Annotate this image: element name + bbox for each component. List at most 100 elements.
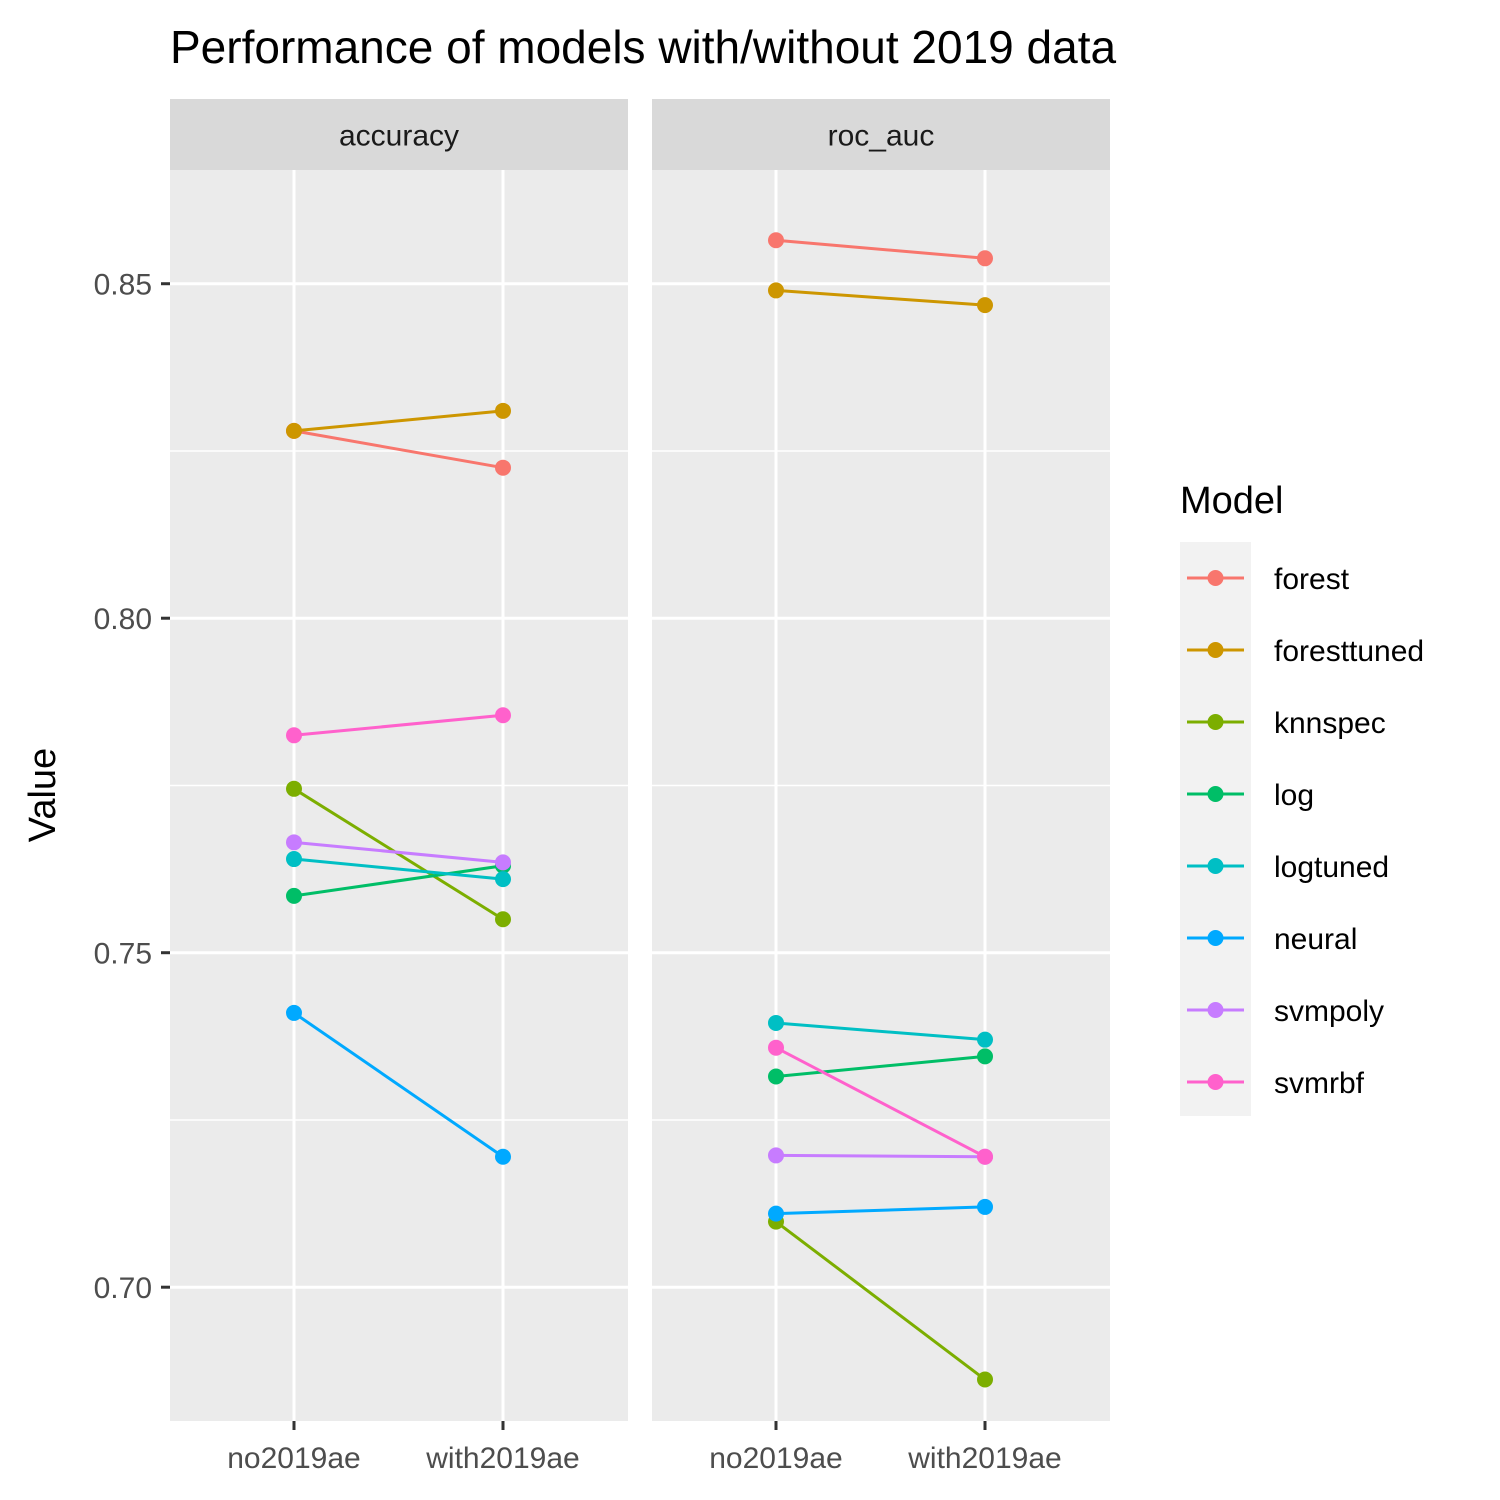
y-axis-title: Value <box>22 748 64 842</box>
series-knnspec <box>286 780 511 928</box>
data-point <box>977 1148 993 1165</box>
legend-item-svmpoly: svmpoly <box>1187 995 1384 1028</box>
legend-key-point <box>1207 714 1224 730</box>
data-point <box>977 1371 993 1388</box>
facet-panel-roc_auc: roc_auc <box>652 99 1110 1421</box>
series-forest <box>768 232 993 267</box>
data-point <box>495 1148 511 1165</box>
series-line <box>775 1054 986 1078</box>
data-point <box>977 1031 993 1048</box>
data-point <box>286 1004 302 1021</box>
legend-key-point <box>1207 642 1224 658</box>
legend-key-point <box>1207 786 1224 802</box>
legend-label: forest <box>1274 563 1350 596</box>
y-tick-label: 0.75 <box>94 938 152 971</box>
legend: Model forest foresttuned knnspec log logtune… <box>1180 480 1424 1116</box>
legend-title: Model <box>1180 480 1284 522</box>
series-logtuned <box>768 1014 993 1048</box>
data-point <box>768 1039 784 1056</box>
legend-label: svmpoly <box>1274 995 1384 1028</box>
facet-strip-label: roc_auc <box>828 120 935 153</box>
series-line <box>775 1153 986 1159</box>
legend-label: logtuned <box>1274 851 1389 884</box>
legend-items: forest foresttuned knnspec log logtuned neura… <box>1187 563 1424 1100</box>
data-point <box>977 1198 993 1215</box>
data-point <box>286 834 302 851</box>
data-point <box>768 1014 784 1031</box>
facet-panel-accuracy: accuracy <box>170 99 628 1421</box>
x-tick-label: no2019ae <box>709 1442 842 1475</box>
data-point <box>768 1147 784 1164</box>
data-point <box>977 297 993 314</box>
data-point <box>495 911 511 928</box>
series-line <box>293 713 504 737</box>
data-point <box>495 402 511 419</box>
series-line <box>293 1011 504 1158</box>
y-tick-label: 0.80 <box>94 603 152 636</box>
legend-item-forest: forest <box>1187 563 1350 596</box>
legend-label: svmrbf <box>1274 1067 1365 1100</box>
series-line <box>293 840 504 864</box>
legend-item-svmrbf: svmrbf <box>1187 1067 1365 1100</box>
facet-strip <box>652 99 1110 170</box>
legend-key-point <box>1207 858 1224 874</box>
data-point <box>495 707 511 724</box>
series-neural <box>286 1004 511 1165</box>
legend-item-logtuned: logtuned <box>1187 851 1389 884</box>
x-tick-label: no2019ae <box>227 1442 360 1475</box>
legend-key-point <box>1207 1002 1224 1018</box>
data-point <box>286 851 302 868</box>
y-axis: 0.70 0.75 0.80 0.85 <box>94 269 170 1305</box>
series-line <box>293 787 504 921</box>
data-point <box>495 854 511 871</box>
series-neural <box>768 1198 993 1222</box>
legend-label: knnspec <box>1274 707 1386 740</box>
data-point <box>977 250 993 267</box>
series-svmrbf <box>286 707 511 744</box>
data-point <box>286 887 302 904</box>
data-point <box>977 1048 993 1065</box>
data-point <box>495 459 511 476</box>
series-foresttuned <box>286 402 511 439</box>
legend-label: foresttuned <box>1274 635 1424 668</box>
chart-title: Performance of models with/without 2019 … <box>170 21 1116 73</box>
facet-panels: accuracy roc_auc <box>170 99 1110 1421</box>
data-point <box>768 282 784 299</box>
y-tick-label: 0.85 <box>94 269 152 302</box>
series-line <box>775 1220 986 1381</box>
legend-label: neural <box>1274 923 1357 956</box>
data-point <box>495 871 511 888</box>
series-svmrbf <box>768 1039 993 1165</box>
legend-key-background <box>1180 542 1251 1116</box>
legend-key-point <box>1207 1074 1224 1090</box>
data-point <box>768 232 784 249</box>
series-line <box>293 864 504 898</box>
legend-item-knnspec: knnspec <box>1187 707 1386 740</box>
series-line <box>775 288 986 307</box>
panel-background <box>652 170 1110 1421</box>
series-line <box>775 1205 986 1216</box>
y-tick-label: 0.70 <box>94 1272 152 1305</box>
data-point <box>286 727 302 744</box>
legend-key-point <box>1207 570 1224 586</box>
data-point <box>286 422 302 439</box>
series-line <box>775 238 986 260</box>
legend-key-point <box>1207 930 1224 946</box>
series-line <box>775 1021 986 1042</box>
x-tick-label: with2019ae <box>425 1442 579 1475</box>
panel-background <box>170 170 628 1421</box>
legend-item-foresttuned: foresttuned <box>1187 635 1424 668</box>
series-line <box>293 409 504 433</box>
series-line <box>293 857 504 881</box>
series-line <box>775 1046 986 1159</box>
x-tick-label: with2019ae <box>907 1442 1061 1475</box>
data-point <box>768 1068 784 1085</box>
facet-strip <box>170 99 628 170</box>
facet-strip-label: accuracy <box>339 120 459 153</box>
series-foresttuned <box>768 282 993 314</box>
series-logtuned <box>286 851 511 888</box>
data-point <box>768 1205 784 1222</box>
x-axes: no2019ae with2019ae no2019ae with2019ae <box>227 1421 1062 1475</box>
legend-label: log <box>1274 779 1314 812</box>
